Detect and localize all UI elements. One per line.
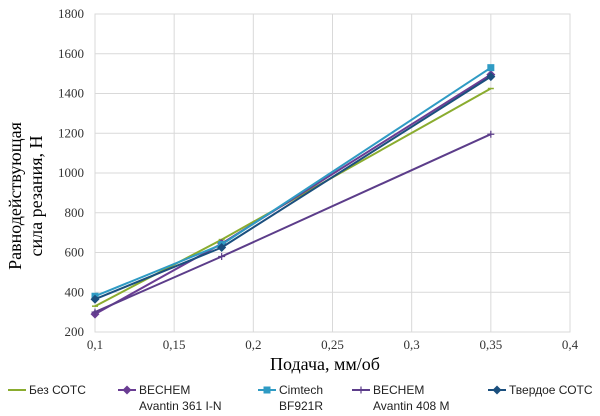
x-tick-labels: 0,1 0,15 0,2 0,25 0,3 0,35 0,4	[87, 337, 579, 352]
legend-item-2: BECHEM Avantin 361 I-N	[118, 383, 222, 413]
y-tick-labels: 200 400 600 800 1000 1200 1400 1600 1800	[58, 6, 84, 339]
legend-label: BECHEM	[139, 383, 190, 397]
data-point	[217, 243, 227, 253]
series-group	[90, 64, 496, 319]
series-5	[90, 72, 496, 304]
legend-label: Твердое СОТС	[509, 383, 593, 397]
x-tick-label: 0,2	[245, 337, 261, 352]
legend-label: Без СОТС	[29, 383, 86, 397]
data-point	[90, 294, 100, 304]
legend-marker	[122, 385, 132, 395]
y-tick-label: 1600	[58, 46, 84, 61]
legend-item-4: BECHEM Avantin 408 M	[352, 383, 450, 413]
legend-label: BF921R	[279, 399, 323, 413]
legend-label: Cimtech	[279, 383, 323, 397]
series-2	[90, 70, 496, 319]
legend-marker	[492, 385, 502, 395]
data-point	[91, 308, 99, 316]
series-line	[94, 66, 492, 298]
series-3	[91, 64, 495, 300]
legend-label: Avantin 408 M	[373, 399, 450, 413]
y-axis-title-line-2: сила резания, Н	[26, 136, 46, 257]
legend-marker	[357, 386, 365, 394]
legend-label: BECHEM	[373, 383, 424, 397]
y-axis-title-line-1: Равнодействующая	[5, 122, 25, 270]
legend-marker	[263, 386, 271, 394]
x-tick-label: 0,25	[321, 337, 344, 352]
x-tick-label: 0,15	[163, 337, 186, 352]
x-tick-label: 0,1	[87, 337, 103, 352]
x-tick-label: 0,3	[404, 337, 420, 352]
x-tick-label: 0,35	[479, 337, 502, 352]
legend-label: Avantin 361 I-N	[139, 399, 222, 413]
series-line	[94, 75, 492, 301]
legend-item-1: Без СОТС	[8, 383, 86, 397]
x-tick-label: 0,4	[562, 337, 579, 352]
x-axis-title: Подача, мм/об	[270, 354, 380, 374]
data-point	[487, 130, 495, 138]
series-4	[91, 130, 495, 316]
y-tick-label: 1800	[58, 6, 84, 21]
y-tick-label: 1400	[58, 86, 84, 101]
plot-area-border	[94, 13, 571, 333]
data-point	[218, 252, 226, 260]
y-tick-label: 1200	[58, 125, 84, 140]
y-tick-label: 800	[65, 205, 85, 220]
y-tick-label: 600	[65, 245, 85, 260]
y-axis-title: Равнодействующая сила резания, Н	[5, 122, 46, 270]
legend-item-5: Твердое СОТС	[488, 383, 593, 397]
legend-item-3: Cimtech BF921R	[258, 383, 323, 413]
data-point	[486, 72, 496, 82]
series-line	[94, 73, 492, 315]
data-point	[487, 64, 495, 72]
y-tick-label: 400	[65, 284, 85, 299]
y-tick-label: 1000	[58, 165, 84, 180]
series-line	[94, 133, 492, 314]
legend: Без СОТС BECHEM Avantin 361 I-N Cimtech BF92…	[8, 383, 593, 413]
y-tick-label: 200	[65, 324, 85, 339]
